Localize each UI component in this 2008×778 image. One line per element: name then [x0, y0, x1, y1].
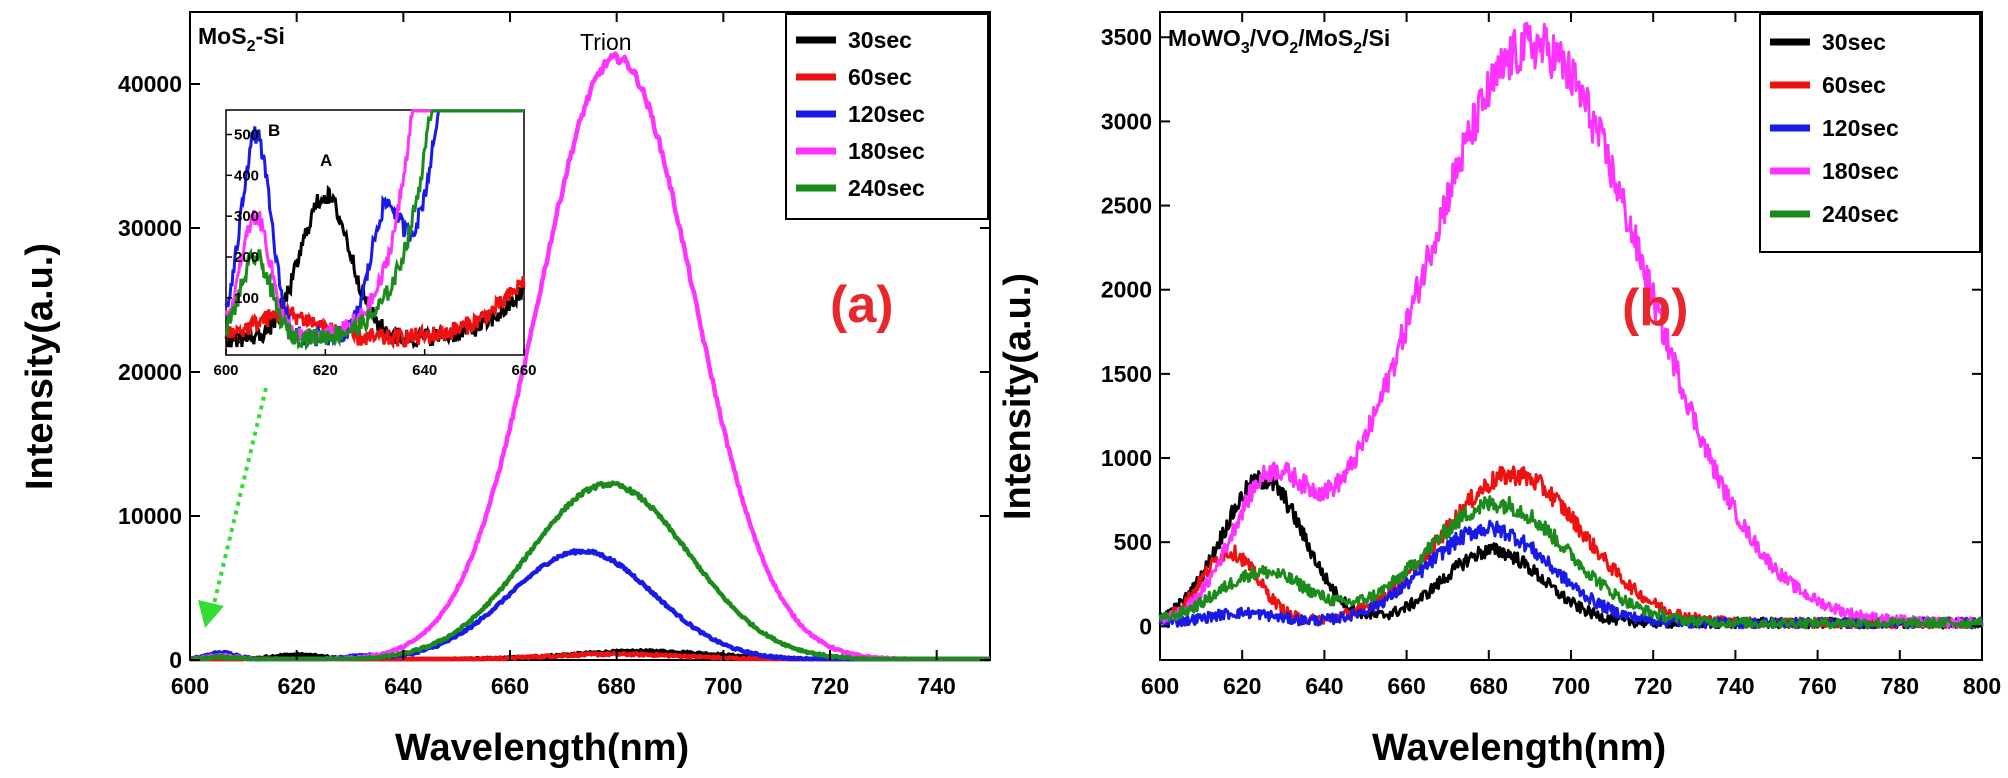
- x-tick-label: 600: [1141, 673, 1179, 699]
- inset-y-tick-label: 100: [234, 290, 259, 307]
- legend-label-120sec: 120sec: [848, 101, 925, 127]
- x-tick-label: 640: [384, 673, 422, 699]
- x-tick-label: 700: [704, 673, 742, 699]
- x-ticks-b: 600 620 640 660 680 700 720 740 760 780 800: [1141, 12, 2001, 699]
- inset-x-tick-label: 600: [213, 362, 238, 379]
- y-tick-label: 20000: [118, 359, 182, 385]
- panel-label-b: (b): [1622, 279, 1688, 337]
- panel-b-title: MoWO3/VO2/MoS2/Si: [1168, 25, 1390, 57]
- x-tick-label: 680: [1470, 673, 1508, 699]
- x-ticks-a: 600 620 640 660 680 700 720 740: [171, 12, 956, 699]
- inset-y-tick-label: 400: [234, 167, 259, 184]
- legend-label-120sec: 120sec: [1822, 115, 1899, 141]
- inset-label-a: A: [320, 151, 332, 170]
- x-tick-label: 680: [597, 673, 635, 699]
- x-tick-label: 660: [491, 673, 529, 699]
- y-tick-label: 1000: [1101, 445, 1152, 471]
- series-line-120sec: [1158, 519, 1984, 630]
- y-tick-label: 10000: [118, 503, 182, 529]
- x-tick-label: 640: [1305, 673, 1343, 699]
- inset-y-tick-label: 300: [234, 208, 259, 225]
- y-tick-label: 40000: [118, 71, 182, 97]
- y-tick-label: 3500: [1101, 24, 1152, 50]
- legend-label-180sec: 180sec: [848, 138, 925, 164]
- inset-x-ticks: 600 620 640 660: [213, 349, 537, 379]
- x-tick-label: 740: [1716, 673, 1754, 699]
- x-tick-label: 660: [1387, 673, 1425, 699]
- legend-label-60sec: 60sec: [848, 64, 912, 90]
- y-axis-label-a: Intensity(a.u.): [19, 243, 61, 490]
- legend-label-240sec: 240sec: [848, 175, 925, 201]
- legend-label-180sec: 180sec: [1822, 158, 1899, 184]
- y-tick-label: 3000: [1101, 108, 1152, 134]
- y-tick-label: 2000: [1101, 277, 1152, 303]
- inset-y-tick-label: 0: [234, 331, 242, 348]
- inset-y-ticks: 0 100 200 300 400 500: [226, 127, 259, 348]
- inset-label-b: B: [268, 121, 280, 140]
- y-tick-label: 0: [169, 647, 182, 673]
- x-tick-label: 720: [1634, 673, 1672, 699]
- y-tick-label: 1500: [1101, 361, 1152, 387]
- green-arrow: [198, 387, 268, 628]
- inset-series-line-240sec: [225, 109, 524, 351]
- x-tick-label: 620: [1223, 673, 1261, 699]
- x-axis-label-a: Wavelength(nm): [395, 727, 689, 769]
- x-tick-label: 780: [1881, 673, 1919, 699]
- x-tick-label: 800: [1963, 673, 2001, 699]
- x-tick-label: 740: [917, 673, 955, 699]
- trion-annotation: Trion: [580, 29, 632, 55]
- inset-x-tick-label: 640: [412, 362, 437, 379]
- panel-a-title: MoS2-Si: [198, 23, 285, 55]
- inset-series-group: [224, 109, 526, 351]
- series-group-b: [1158, 21, 1984, 630]
- series-group-a: [188, 51, 991, 662]
- legend-a: 30sec 60sec 120sec 180sec 240sec: [785, 13, 989, 220]
- x-tick-label: 760: [1798, 673, 1836, 699]
- series-line-240sec: [189, 480, 991, 662]
- legend-b: 30sec 60sec 120sec 180sec 240sec: [1759, 13, 1981, 253]
- inset-x-tick-label: 660: [511, 362, 536, 379]
- legend-label-30sec: 30sec: [848, 27, 912, 53]
- y-axis-label-b: Intensity(a.u.): [997, 273, 1039, 520]
- y-ticks-a: 0 10000 20000 30000 40000: [118, 71, 990, 673]
- x-tick-label: 720: [811, 673, 849, 699]
- x-tick-label: 600: [171, 673, 209, 699]
- y-tick-label: 30000: [118, 215, 182, 241]
- inset-chart: 600 620 640 660 0 100 200 300 400 500 B A: [213, 109, 537, 379]
- y-tick-label: 2500: [1101, 193, 1152, 219]
- chart-panel-a: 600 620 640 660 680 700 720 740 010000200003000…: [19, 11, 991, 769]
- panel-label-a: (a): [830, 276, 894, 334]
- y-tick-label: 500: [1114, 529, 1152, 555]
- inset-y-tick-label: 200: [234, 249, 259, 266]
- x-tick-label: 620: [277, 673, 315, 699]
- legend-label-240sec: 240sec: [1822, 201, 1899, 227]
- series-line-240sec: [1158, 495, 1984, 630]
- legend-label-30sec: 30sec: [1822, 29, 1886, 55]
- legend-label-60sec: 60sec: [1822, 72, 1886, 98]
- inset-y-tick-label: 500: [234, 127, 259, 144]
- chart-panel-b: 600 620 640 660 680 700 720 740 760 780 800 0 500 10…: [997, 11, 2001, 769]
- inset-x-tick-label: 620: [313, 362, 338, 379]
- series-line-180sec: [1159, 21, 1984, 629]
- y-tick-label: 0: [1139, 613, 1152, 639]
- x-axis-label-b: Wavelength(nm): [1372, 727, 1666, 769]
- x-tick-label: 700: [1552, 673, 1590, 699]
